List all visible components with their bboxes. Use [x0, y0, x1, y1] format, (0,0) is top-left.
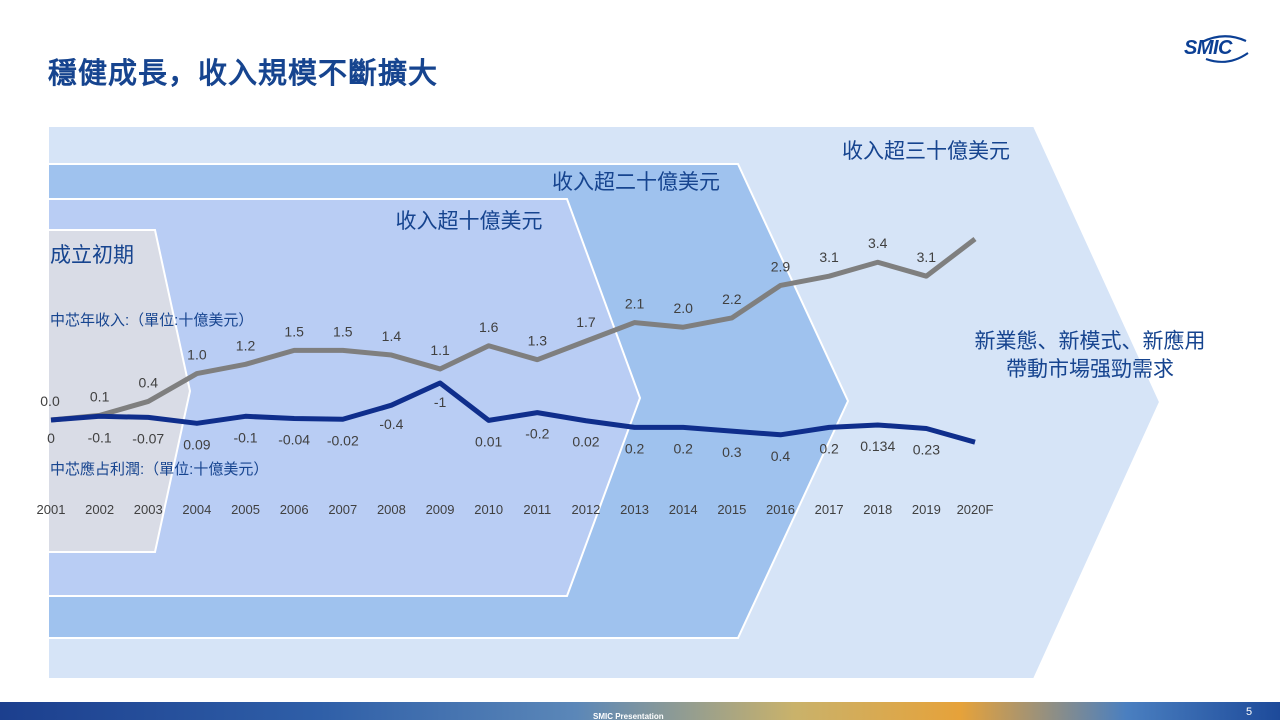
data-label: -0.04: [278, 432, 310, 448]
data-label: -0.4: [379, 416, 403, 432]
x-tick-label: 2019: [912, 502, 941, 517]
x-tick-label: 2018: [863, 502, 892, 517]
x-tick-label: 2020F: [957, 502, 994, 517]
data-label: 0.2: [625, 440, 645, 456]
stage-label-2b: 收入超二十億美元: [552, 171, 720, 194]
stage-label-early: 成立初期: [50, 244, 134, 267]
data-label: 0.0: [40, 393, 60, 409]
data-label: 0.2: [819, 440, 839, 456]
data-label: -0.1: [88, 429, 112, 445]
stage-label-1b: 收入超十億美元: [396, 210, 543, 233]
data-label: -1: [434, 394, 447, 410]
data-label: 2.9: [771, 258, 791, 274]
data-label: 1.7: [576, 314, 596, 330]
data-label: 1.0: [187, 347, 207, 363]
x-tick-label: 2016: [766, 502, 795, 517]
data-label: -0.1: [233, 429, 257, 445]
x-tick-label: 2014: [669, 502, 698, 517]
revenue-series-name: 中芯年收入:（單位:十億美元）: [50, 312, 253, 329]
data-label: 2.0: [673, 300, 693, 316]
data-label: 0.1: [90, 388, 110, 404]
x-tick-label: 2002: [85, 502, 114, 517]
data-label: 1.2: [236, 337, 256, 353]
stage-label-3b: 收入超三十億美元: [842, 140, 1010, 163]
side-note-line1: 新業態、新模式、新應用: [975, 329, 1206, 353]
data-label: 0.01: [475, 433, 502, 449]
data-label: 0.09: [183, 436, 210, 452]
data-label: 0.4: [139, 374, 159, 390]
page-number: 5: [1246, 706, 1252, 718]
x-tick-label: 2004: [182, 502, 211, 517]
x-tick-label: 2007: [328, 502, 357, 517]
x-tick-label: 2015: [717, 502, 746, 517]
data-label: 0.02: [572, 434, 599, 450]
data-label: 3.1: [917, 249, 937, 265]
data-label: 0.3: [722, 444, 742, 460]
data-label: 0.134: [860, 438, 895, 454]
data-label: 2.1: [625, 296, 645, 312]
data-label: 0.4: [771, 448, 791, 464]
data-label: 0: [47, 430, 55, 446]
x-tick-label: 2012: [571, 502, 600, 517]
data-label: 0.23: [913, 442, 940, 458]
profit-series-name: 中芯應占利潤:（單位:十億美元）: [50, 460, 268, 478]
data-label: -0.2: [525, 426, 549, 442]
data-label: 3.1: [819, 249, 839, 265]
x-tick-label: 2013: [620, 502, 649, 517]
x-tick-label: 2010: [474, 502, 503, 517]
x-tick-label: 2001: [37, 502, 66, 517]
data-label: 1.5: [284, 323, 304, 339]
x-tick-label: 2003: [134, 502, 163, 517]
data-label: 1.4: [382, 328, 402, 344]
x-tick-label: 2017: [815, 502, 844, 517]
data-label: -0.02: [327, 432, 359, 448]
data-label: 1.6: [479, 319, 499, 335]
data-label: 1.1: [430, 342, 450, 358]
data-label: 1.3: [528, 333, 548, 349]
x-tick-label: 2005: [231, 502, 260, 517]
data-label: 0.2: [673, 440, 693, 456]
x-tick-label: 2006: [280, 502, 309, 517]
x-tick-label: 2009: [426, 502, 455, 517]
x-tick-label: 2011: [523, 502, 551, 517]
side-note-line2: 帶動市場强勁需求: [1006, 358, 1174, 381]
x-tick-label: 2008: [377, 502, 406, 517]
data-label: 2.2: [722, 291, 742, 307]
data-label: 3.4: [868, 235, 888, 251]
data-label: -0.07: [132, 430, 164, 446]
data-label: 1.5: [333, 323, 353, 339]
